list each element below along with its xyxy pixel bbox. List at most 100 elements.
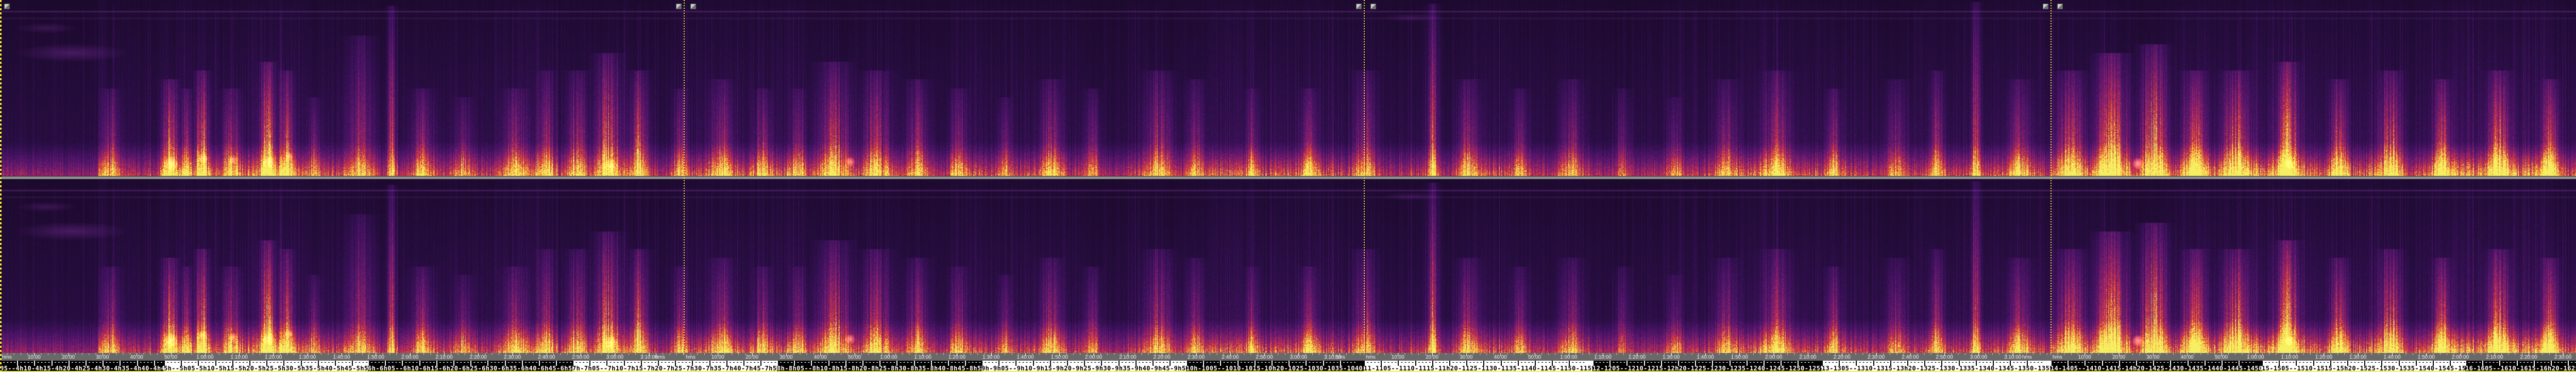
label-tick-cell[interactable]: ---- xyxy=(845,361,862,366)
label-tick-cell[interactable]: ---- xyxy=(2050,361,2067,366)
label-tick-cell[interactable]: ---- xyxy=(1364,361,1381,366)
label-tick-cell[interactable]: ---- xyxy=(606,361,623,366)
label-tick-cell[interactable]: ---- xyxy=(760,361,777,366)
label-tick-cell[interactable]: ---- xyxy=(2398,361,2416,366)
label-tick-cell[interactable]: ---- xyxy=(2119,361,2136,366)
label-track-tick-section[interactable]: ---------------------------------------- xyxy=(2465,361,2576,366)
label-tick-cell[interactable]: ---- xyxy=(334,361,352,366)
label-tick-cell[interactable]: ---- xyxy=(2499,361,2516,366)
label-tick-cell[interactable]: ---- xyxy=(51,361,69,366)
label-tick-cell[interactable]: ---- xyxy=(181,361,198,366)
label-tick-cell[interactable]: ---- xyxy=(198,361,215,366)
label-tick-cell[interactable]: ---- xyxy=(352,361,368,366)
label-tick-cell[interactable]: ---- xyxy=(0,361,17,366)
label-tick-cell[interactable]: ---- xyxy=(470,361,487,366)
label-tick-cell[interactable]: ---- xyxy=(385,361,402,366)
label-tick-cell[interactable]: ---- xyxy=(1152,361,1170,366)
label-tick-cell[interactable]: ---- xyxy=(896,361,913,366)
label-tick-cell[interactable]: ---- xyxy=(368,361,385,366)
label-tick-cell[interactable]: ---- xyxy=(1975,361,1993,366)
label-tick-cell[interactable]: ---- xyxy=(2432,361,2450,366)
label-tick-cell[interactable]: ---- xyxy=(1781,361,1798,366)
label-tick-cell[interactable]: ---- xyxy=(1763,361,1781,366)
label-track-tick-section[interactable]: ---- ---- ---- ---- ---- ---- ---- ---- ---- ----… xyxy=(164,361,368,366)
label-tick-cell[interactable]: ---- xyxy=(103,361,120,366)
label-tick-cell[interactable]: ---- xyxy=(2482,361,2499,366)
pane-corner-grip-button[interactable] xyxy=(4,4,10,9)
label-tick-cell[interactable]: ---- xyxy=(1695,361,1712,366)
label-tick-cell[interactable]: ---- xyxy=(1798,361,1815,366)
pane-corner-grip-button[interactable] xyxy=(676,4,682,9)
label-track-time-section[interactable]: 6h-6h05--6h10-6h15-6h20-6h25-6h30-6h35-6… xyxy=(368,366,572,371)
spectrogram-channel-2[interactable] xyxy=(0,179,2576,353)
label-tick-cell[interactable]: ---- xyxy=(640,361,658,366)
label-tick-cell[interactable]: ---- xyxy=(743,361,760,366)
label-track-tick-section[interactable]: ---- ---- ---- ---- ---- ---- ---- ---- ---- ----… xyxy=(368,361,572,366)
label-track-times[interactable]: 05--4h10-4h15-4h20-4h25-4h30-4h35-4h40-4… xyxy=(0,366,2576,371)
label-tick-cell[interactable]: ---- xyxy=(17,361,34,366)
label-tick-cell[interactable]: ---- xyxy=(2450,361,2465,366)
label-track-time-section[interactable]: 15-1505--1510-1515-15h20-1525-1530-1535-… xyxy=(2262,366,2465,371)
pane-corner-grip-button[interactable] xyxy=(1370,4,1376,9)
label-tick-cell[interactable]: ---- xyxy=(1398,361,1415,366)
label-tick-cell[interactable]: ---- xyxy=(283,361,300,366)
label-tick-cell[interactable]: ---- xyxy=(1517,361,1535,366)
label-tick-cell[interactable]: ---- xyxy=(1015,361,1032,366)
label-track-time-section[interactable]: 9h-9h05--9h10-9h15-9h20-9h25-9h30-9h35-9… xyxy=(981,366,1186,371)
label-track-time-section[interactable]: 11-1105--1110-1115-11h20-1125-1130-1135-… xyxy=(1364,366,1592,371)
label-tick-cell[interactable]: ---- xyxy=(34,361,51,366)
label-tick-cell[interactable]: ---- xyxy=(504,361,522,366)
label-tick-cell[interactable]: ---- xyxy=(154,361,164,366)
label-tick-cell[interactable]: ---- xyxy=(2550,361,2568,366)
label-tick-cell[interactable]: ---- xyxy=(1569,361,1586,366)
label-track-tick-section[interactable]: ---- ---- ---- ---- ---- ---- ---- ---- ---- ----… xyxy=(2262,361,2465,366)
label-tick-cell[interactable]: ---- xyxy=(1254,361,1272,366)
label-tick-cell[interactable]: ---- xyxy=(1592,361,1609,366)
label-tick-cell[interactable]: ---- xyxy=(930,361,948,366)
label-track-tick-section[interactable]: ---- ---- ---- ---- ---- ---- ---- ---- ---- ----… xyxy=(1364,361,1592,366)
label-tick-cell[interactable]: ---- xyxy=(726,361,743,366)
label-track-time-section[interactable]: 10h-1005--1010-1015-10h20-1025-1030-1035… xyxy=(1186,366,1364,371)
label-tick-cell[interactable]: ---- xyxy=(2296,361,2313,366)
label-tick-cell[interactable]: ---- xyxy=(709,361,726,366)
label-tick-cell[interactable]: ---- xyxy=(1449,361,1466,366)
label-tick-cell[interactable]: ---- xyxy=(1729,361,1747,366)
label-track-time-section[interactable]: 05--4h10-4h15-4h20-4h25-4h30-4h35-4h40-4… xyxy=(0,366,164,371)
label-tick-cell[interactable]: ---- xyxy=(2330,361,2347,366)
label-tick-cell[interactable]: ---- xyxy=(1432,361,1449,366)
label-tick-cell[interactable]: ---- xyxy=(981,361,998,366)
label-tick-cell[interactable]: ---- xyxy=(1415,361,1432,366)
label-tick-cell[interactable]: ---- xyxy=(2465,361,2482,366)
label-tick-cell[interactable]: ---- xyxy=(862,361,879,366)
label-track-time-section[interactable]: 14-1405--1410-1415-14h20-1425-1430-1435-… xyxy=(2050,366,2262,371)
label-track-tick-section[interactable]: ---------------------------------------- xyxy=(1186,361,1364,366)
label-tick-cell[interactable]: ---- xyxy=(232,361,249,366)
label-tick-cell[interactable]: ---- xyxy=(436,361,453,366)
label-track-tick-section[interactable]: ---- ---- ---- ---- ---- ---- ---- ---- ---- ----… xyxy=(1592,361,1822,366)
label-track-time-section[interactable]: 16-1605--1610-1615-16h20-1625-1630-1635-… xyxy=(2465,366,2576,371)
label-tick-cell[interactable]: ---- xyxy=(556,361,572,366)
label-track-time-section[interactable]: 8h-8h05--8h10-8h15-8h20-8h25-8h30-8h35-8… xyxy=(777,366,981,371)
label-tick-cell[interactable]: ---- xyxy=(538,361,556,366)
label-track-tick-section[interactable]: ---- ---- ---- ---- ---- ---- ---- ---- ---- ----… xyxy=(2050,361,2262,366)
label-tick-cell[interactable]: ---- xyxy=(1873,361,1890,366)
label-tick-cell[interactable]: ---- xyxy=(521,361,539,366)
label-track-time-section[interactable]: 5h--5h05-5h10-5h15-5h20-5h25-5h30-5h35-5… xyxy=(164,366,368,371)
label-tick-cell[interactable]: ---- xyxy=(2084,361,2102,366)
label-tick-cell[interactable]: ---- xyxy=(879,361,896,366)
label-tick-cell[interactable]: ---- xyxy=(1118,361,1136,366)
label-track-ticks[interactable]: ---- ---- ---- ---- ---- ---- ---- ---- ---- -- --… xyxy=(0,361,2576,366)
label-tick-cell[interactable]: ---- xyxy=(1924,361,1941,366)
label-tick-cell[interactable]: ---- xyxy=(487,361,504,366)
label-tick-cell[interactable]: ---- xyxy=(402,361,419,366)
label-tick-cell[interactable]: ---- xyxy=(1066,361,1084,366)
label-track-tick-section[interactable]: ---- ---- ---- ---- ---- ---- ---- ---- ---- ----… xyxy=(981,361,1186,366)
label-tick-cell[interactable]: ---- xyxy=(249,361,266,366)
label-tick-cell[interactable]: ---- xyxy=(623,361,641,366)
label-tick-cell[interactable]: ---- xyxy=(85,361,103,366)
spectrogram-channel-1[interactable] xyxy=(0,0,2576,176)
label-tick-cell[interactable]: ---- xyxy=(1500,361,1518,366)
label-tick-cell[interactable]: ---- xyxy=(300,361,318,366)
label-tick-cell[interactable]: ---- xyxy=(1822,361,1839,366)
label-tick-cell[interactable]: ---- xyxy=(2204,361,2222,366)
